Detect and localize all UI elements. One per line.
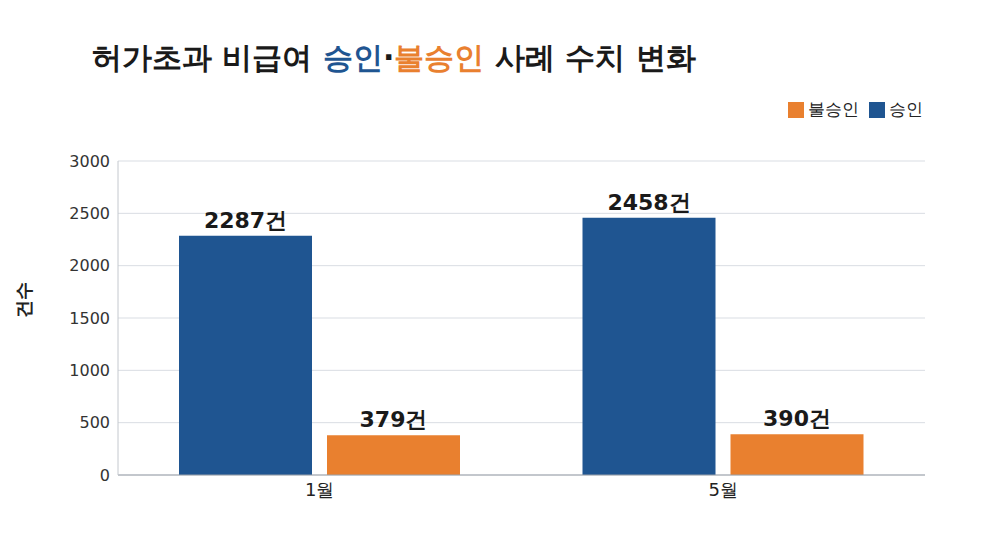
html-text:허가초과 비급여승인·불승인사례 수치 변화: 허가초과 비급여승인·불승인사례 수치 변화 [92,40,696,75]
svg-text:2458건: 2458건 [607,190,690,215]
svg-text:2287건: 2287건 [204,208,287,233]
svg-text:500: 500 [79,413,110,432]
html-text:불승인: 불승인 [808,99,859,119]
svg-text:3000: 3000 [69,152,110,171]
svg-text:379건: 379건 [360,407,428,432]
svg-text:1500: 1500 [69,309,110,328]
svg-text:1월: 1월 [305,479,334,500]
svg-text:1000: 1000 [69,361,110,380]
svg-text:0: 0 [100,466,110,485]
svg-text:2500: 2500 [69,204,110,223]
svg-text:5월: 5월 [709,479,738,500]
svg-text:2000: 2000 [69,256,110,275]
svg-text:건수: 건수 [13,282,34,318]
html-text:승인: 승인 [889,99,923,119]
svg-text:390건: 390건 [763,406,831,431]
